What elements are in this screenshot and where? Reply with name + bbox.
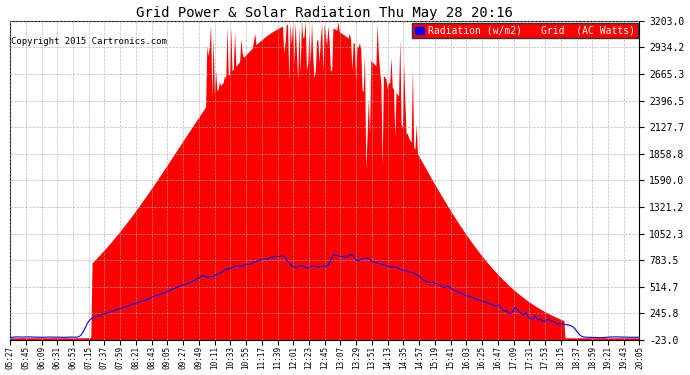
Legend: Radiation (w/m2), Grid  (AC Watts): Radiation (w/m2), Grid (AC Watts)	[412, 22, 638, 39]
Text: Copyright 2015 Cartronics.com: Copyright 2015 Cartronics.com	[11, 37, 167, 46]
Title: Grid Power & Solar Radiation Thu May 28 20:16: Grid Power & Solar Radiation Thu May 28 …	[137, 6, 513, 20]
